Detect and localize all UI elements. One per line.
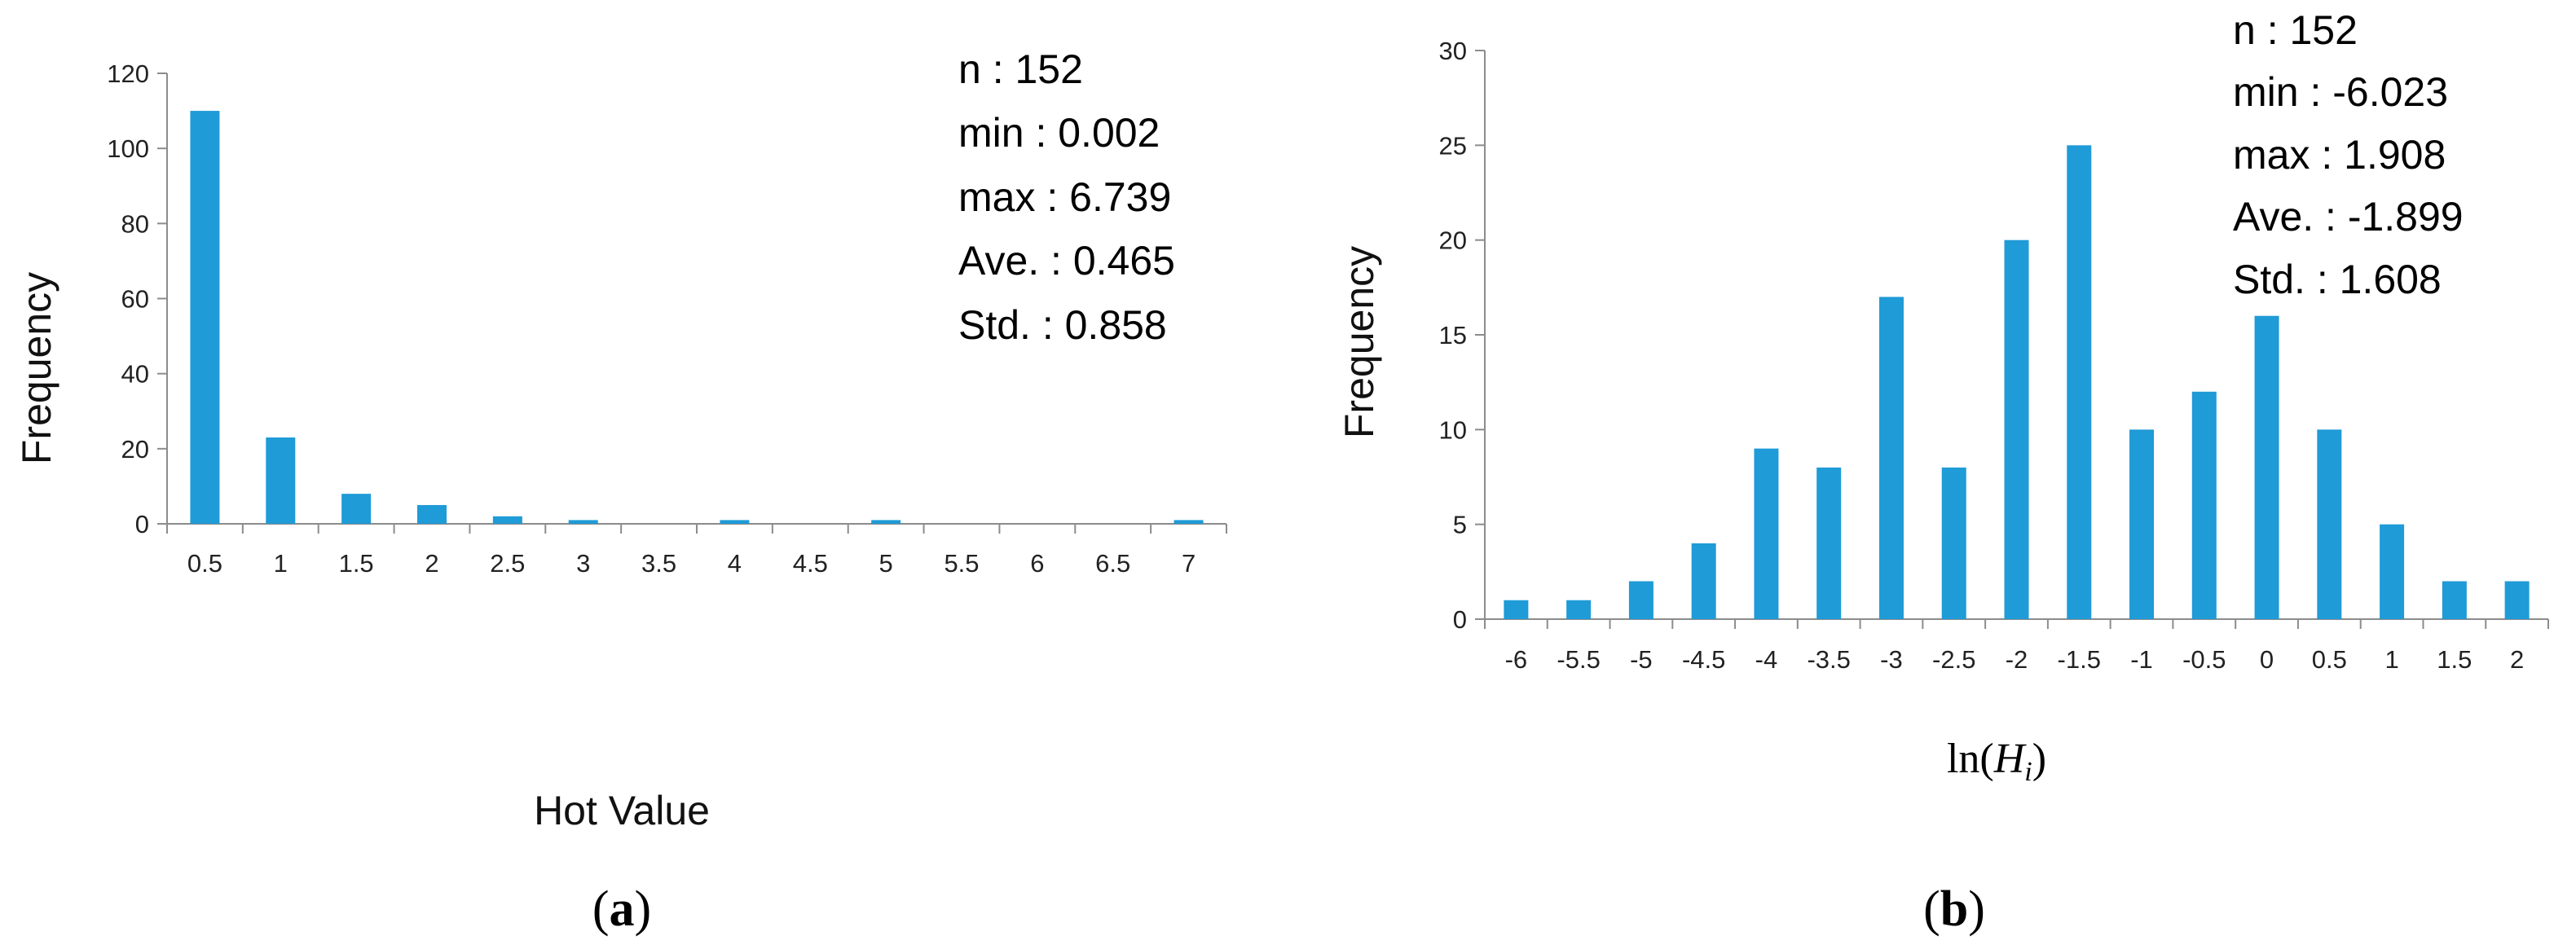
chart-a-x-tick-label: 1 <box>274 549 288 578</box>
chart-b-bar <box>1816 467 1842 619</box>
chart-b-bar <box>1754 448 1779 619</box>
chart-a-x-tick-label: 5.5 <box>944 549 979 578</box>
chart-a-x-tick-label: 5 <box>879 549 893 578</box>
chart-a-x-tick-label: 7 <box>1182 549 1196 578</box>
chart-b-bar <box>2442 581 2467 619</box>
chart-b-ylabel: Frequency <box>1336 246 1382 438</box>
chart-b-x-tick-label: -4.5 <box>1682 645 1725 674</box>
chart-a-bar <box>568 520 598 524</box>
chart-b-x-tick-label: 2 <box>2510 645 2524 674</box>
chart-b-x-tick-label: -1.5 <box>2058 645 2101 674</box>
chart-b-bar <box>2317 429 2342 619</box>
chart-a-x-tick-label: 4 <box>728 549 742 578</box>
chart-b-xlabel: ln(Hi) <box>1947 736 2046 787</box>
chart-b-x-tick-label: -3.5 <box>1807 645 1850 674</box>
chart-a-bar <box>341 494 372 524</box>
chart-b-y-tick-label: 10 <box>1439 415 1467 444</box>
chart-a-y-tick-label: 20 <box>121 435 149 464</box>
chart-b-x-tick-label: -2.5 <box>1932 645 1975 674</box>
chart-a-bar <box>266 437 296 524</box>
chart-b-x-tick-label: -4 <box>1755 645 1778 674</box>
chart-b-bar <box>2067 145 2092 620</box>
chart-b-y-tick-label: 5 <box>1453 511 1467 539</box>
chart-a-x-tick-label: 4.5 <box>793 549 828 578</box>
chart-b-x-tick-label: 1 <box>2384 645 2398 674</box>
chart-b-y-tick-label: 20 <box>1439 226 1467 255</box>
chart-b-bar <box>2380 524 2405 619</box>
chart-a-tick-labels: 0 20 40 60 80 100 120 0.5 1 1.5 2 2.5 3 3.5 4 4.5 5 5.5 6 6… <box>107 59 1196 578</box>
chart-a-x-tick-label: 6.5 <box>1095 549 1130 578</box>
chart-b-x-tick-label: -3 <box>1880 645 1903 674</box>
chart-b-x-tick-label: -0.5 <box>2182 645 2226 674</box>
chart-b-bar <box>1566 600 1592 619</box>
chart-b-y-tick-label: 30 <box>1439 37 1467 65</box>
chart-a-stat-max: max : 6.739 <box>958 174 1171 220</box>
chart-a: 0 20 40 60 80 100 120 0.5 1 1.5 2 2.5 3 3.5 4 4.5 5 5.5 6 6… <box>14 46 1227 937</box>
chart-b-bar <box>1941 467 1966 619</box>
chart-a-bars <box>190 111 1204 525</box>
chart-a-stat-n: n : 152 <box>958 46 1083 92</box>
chart-b-x-tick-label: 0.5 <box>2312 645 2347 674</box>
chart-b-x-tick-label: 1.5 <box>2437 645 2472 674</box>
chart-a-bar <box>417 504 447 524</box>
chart-a-y-tick-label: 80 <box>121 209 149 238</box>
chart-b-y-tick-label: 0 <box>1453 605 1467 634</box>
chart-b-bar <box>1691 543 1716 619</box>
chart-a-panel-label: (a) <box>592 881 651 937</box>
chart-b-stats: n : 152 min : -6.023 max : 1.908 Ave. : … <box>2233 7 2464 302</box>
chart-b-panel-label: (b) <box>1923 881 1985 937</box>
chart-a-stat-ave: Ave. : 0.465 <box>958 238 1175 284</box>
chart-b-bar <box>1504 600 1529 619</box>
chart-a-x-tick-label: 0.5 <box>187 549 222 578</box>
chart-a-y-tick-label: 40 <box>121 360 149 389</box>
chart-b-stat-ave: Ave. : -1.899 <box>2233 194 2464 240</box>
chart-a-ylabel: Frequency <box>14 272 59 464</box>
chart-a-x-tick-label: 3 <box>576 549 590 578</box>
chart-a-x-tick-label: 3.5 <box>641 549 676 578</box>
chart-a-y-tick-label: 120 <box>107 59 149 88</box>
chart-a-x-tick-label: 2.5 <box>490 549 525 578</box>
chart-b-bar <box>2129 429 2155 619</box>
chart-a-bar <box>1174 520 1204 524</box>
chart-b-x-tick-label: -2 <box>2006 645 2028 674</box>
chart-b-x-tick-label: -5.5 <box>1557 645 1600 674</box>
chart-b-bar <box>1628 581 1653 619</box>
chart-b-x-tick-label: -6 <box>1505 645 1528 674</box>
chart-a-x-tick-label: 1.5 <box>339 549 374 578</box>
chart-b-x-tick-label: 0 <box>2260 645 2274 674</box>
chart-b-bar <box>1878 297 1904 619</box>
chart-b-stat-min: min : -6.023 <box>2233 69 2448 115</box>
chart-b-bar <box>2191 391 2217 619</box>
chart-a-bar <box>871 520 901 524</box>
chart-a-xlabel: Hot Value <box>534 788 710 833</box>
chart-a-stat-min: min : 0.002 <box>958 110 1160 156</box>
chart-a-x-tick-label: 2 <box>425 549 438 578</box>
chart-a-stat-std: Std. : 0.858 <box>958 302 1167 348</box>
chart-b-bar <box>2004 240 2029 619</box>
chart-b-x-tick-label: -5 <box>1630 645 1653 674</box>
chart-b-stat-n: n : 152 <box>2233 7 2358 53</box>
chart-a-bar <box>190 111 220 525</box>
chart-a-y-tick-label: 60 <box>121 285 149 314</box>
chart-b-stat-max: max : 1.908 <box>2233 132 2446 178</box>
chart-a-stats: n : 152 min : 0.002 max : 6.739 Ave. : 0… <box>958 46 1175 348</box>
chart-a-bar <box>720 520 750 524</box>
chart-a-bar <box>492 516 522 524</box>
chart-b-bar <box>2254 315 2279 619</box>
chart-b-x-tick-label: -1 <box>2130 645 2153 674</box>
chart-a-x-tick-label: 6 <box>1030 549 1044 578</box>
chart-b-y-tick-label: 15 <box>1439 321 1467 349</box>
chart-b-y-tick-label: 25 <box>1439 131 1467 160</box>
chart-b-bars <box>1504 145 2530 620</box>
chart-b-stat-std: Std. : 1.608 <box>2233 257 2442 302</box>
chart-b-bar <box>2504 581 2530 619</box>
chart-a-y-tick-label: 100 <box>107 134 149 163</box>
chart-a-y-tick-label: 0 <box>135 510 149 538</box>
